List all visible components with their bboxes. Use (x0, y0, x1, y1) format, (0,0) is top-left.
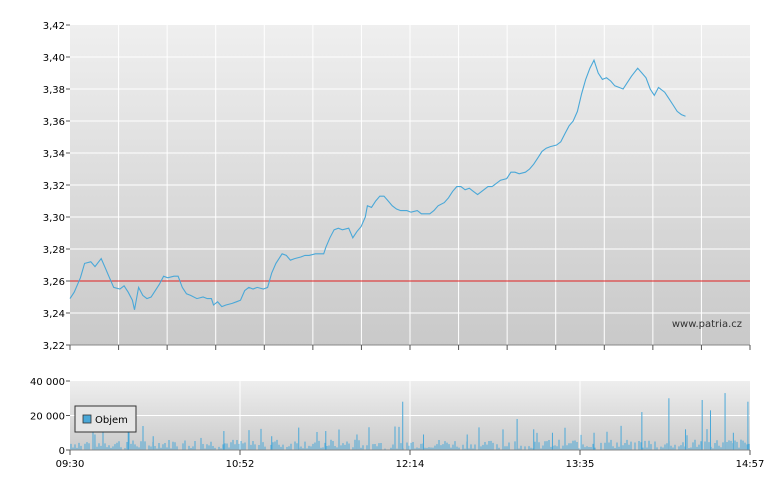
price-y-tick-label: 3,40 (43, 53, 65, 64)
price-y-tick-label: 3,38 (43, 85, 65, 96)
price-y-tick-label: 3,28 (43, 245, 65, 256)
volume-legend: Objem (74, 405, 137, 433)
legend-swatch (82, 414, 92, 424)
price-y-tick-label: 3,42 (43, 21, 65, 32)
price-y-tick-label: 3,30 (43, 213, 65, 224)
volume-x-tick-label: 09:30 (56, 459, 85, 470)
volume-x-tick-label: 14:57 (736, 459, 765, 470)
price-series-line (69, 58, 686, 310)
volume-x-tick-label: 13:35 (566, 459, 595, 470)
volume-bars (70, 393, 750, 450)
volume-y-axis: 0 20 000 40 000 (30, 377, 70, 457)
volume-x-tick-label: 10:52 (226, 459, 255, 470)
volume-grid (70, 381, 750, 450)
price-y-tick-label: 3,26 (43, 277, 65, 288)
price-y-tick-label: 3,32 (43, 181, 65, 192)
price-y-tick-label: 3,36 (43, 117, 65, 128)
price-y-tick-label: 3,34 (43, 149, 65, 160)
volume-x-axis: 09:30 10:52 12:14 13:35 14:57 (56, 450, 765, 470)
watermark: www.patria.cz (672, 319, 742, 330)
price-y-tick-label: 3,24 (43, 309, 65, 320)
price-y-tick-label: 3,22 (43, 341, 65, 352)
price-x-ticks (69, 345, 751, 350)
volume-y-tick-label: 40 000 (30, 377, 65, 388)
price-grid (70, 25, 750, 345)
volume-y-tick-label: 0 (59, 446, 65, 457)
price-y-axis: 3,22 3,24 3,26 3,28 3,30 3,32 3,34 3,36 3,38 3,40… (43, 21, 70, 352)
volume-y-tick-label: 20 000 (30, 412, 65, 423)
volume-x-tick-label: 12:14 (396, 459, 425, 470)
legend-label: Objem (95, 415, 128, 426)
